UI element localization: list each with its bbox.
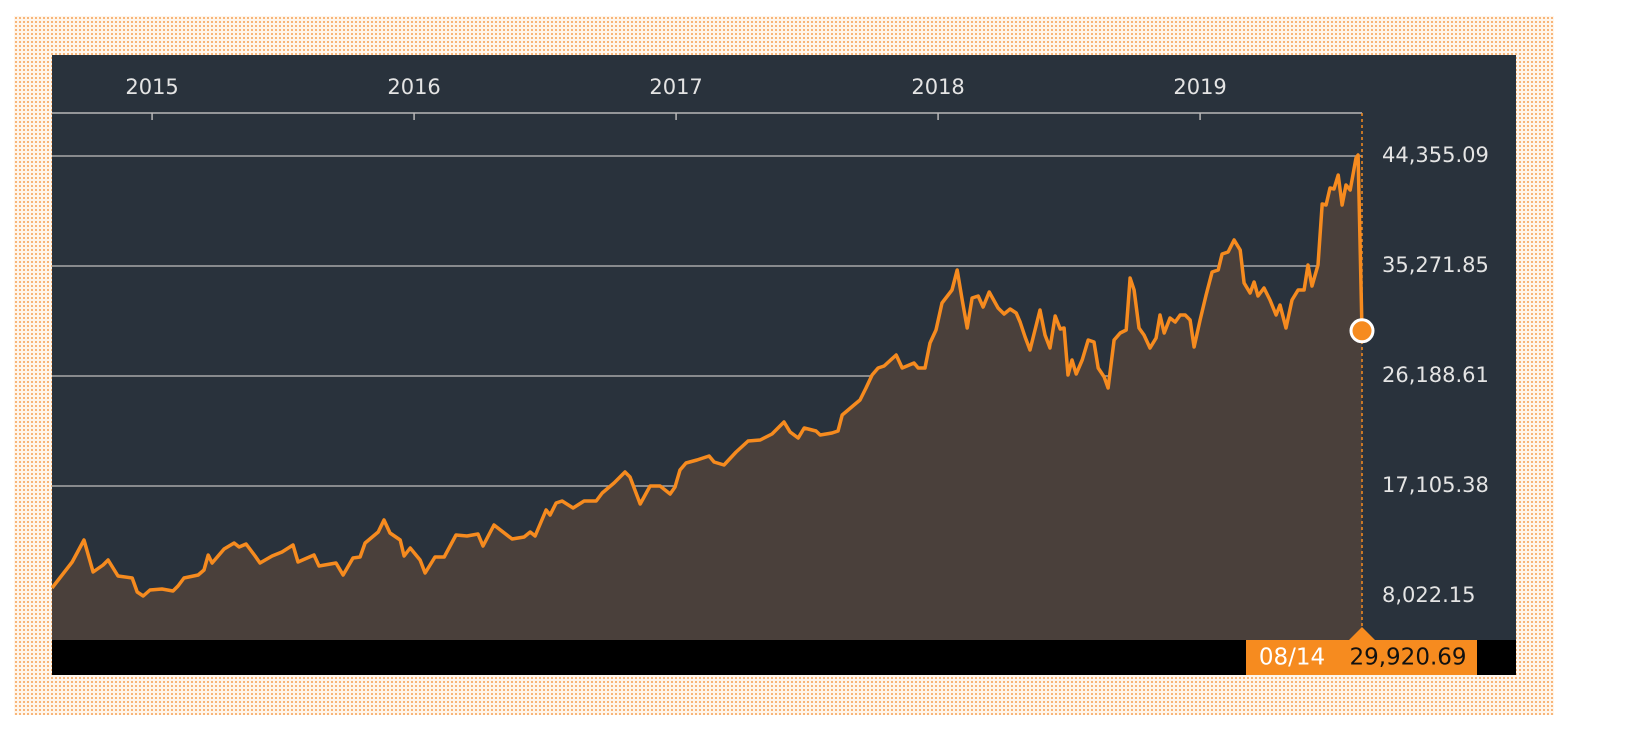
- y-tick-label: 8,022.15: [1382, 583, 1476, 607]
- y-tick-label: 17,105.38: [1382, 473, 1489, 497]
- last-point: [1349, 318, 1375, 344]
- label-box: [1246, 640, 1477, 675]
- area: [52, 155, 1362, 640]
- x-tick-label: 2018: [911, 75, 964, 99]
- x-tick-label: 2016: [387, 75, 440, 99]
- x-tick-label: 2019: [1173, 75, 1226, 99]
- pointer: [1349, 627, 1375, 640]
- y-tick-label: 26,188.61: [1382, 363, 1489, 387]
- x-tick-label: 2017: [649, 75, 702, 99]
- line: [50, 153, 1364, 598]
- y-tick-label: 35,271.85: [1382, 253, 1489, 277]
- highlight-date: 08/14: [1259, 645, 1325, 671]
- highlight-value: 29,920.69: [1349, 645, 1466, 671]
- x-tick-label: 2015: [125, 75, 178, 99]
- y-tick-label: 44,355.09: [1382, 143, 1489, 167]
